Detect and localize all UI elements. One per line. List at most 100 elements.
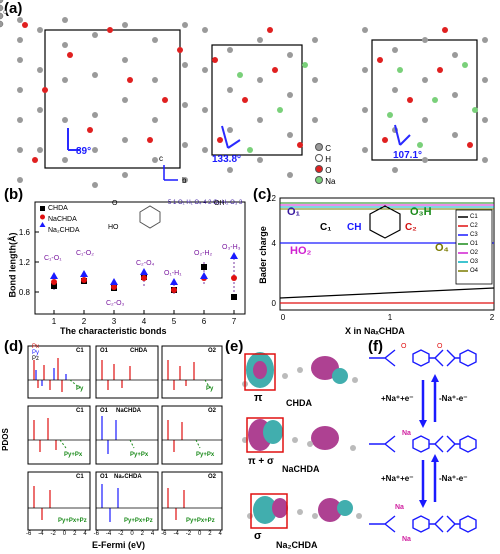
- bond-label-6: O₂-H₂: [194, 250, 213, 257]
- na-atom-3: Na: [402, 536, 411, 543]
- bond-label-2: C₁-O₂: [76, 250, 94, 257]
- svg-text:4: 4: [142, 317, 147, 326]
- svg-text:1: 1: [388, 313, 393, 322]
- legend-c: C: [325, 144, 332, 153]
- legend-o: O: [325, 166, 332, 175]
- legend-na2chda: Na₂CHDA: [48, 227, 80, 234]
- svg-text:2: 2: [490, 313, 495, 322]
- mol-o-label: O: [112, 200, 118, 207]
- chda-molecules: [17, 17, 188, 188]
- pdos-legend-pz: Pz: [32, 356, 40, 362]
- mol-oh-label: OH: [214, 200, 225, 207]
- pdos-r2-sample: NaCHDA: [116, 408, 142, 414]
- svg-text:O: O: [401, 343, 407, 350]
- pdos-r3-note1: Py+Px+Pz: [58, 518, 87, 524]
- unit-cell-chda: [44, 29, 181, 169]
- orbital-sigma: σ: [254, 530, 262, 542]
- unit-cell-nachda: [211, 44, 303, 156]
- pdos-r1-o1: O1: [100, 348, 109, 354]
- orbital-chda: CHDA: [286, 398, 312, 408]
- legend-chda: CHDA: [48, 205, 68, 212]
- pdos-grid: [27, 345, 223, 531]
- orbital-nachda: NaCHDA: [282, 464, 320, 474]
- pdos-legend-py: Py: [32, 350, 40, 356]
- panel-d-label: (d): [4, 338, 24, 355]
- bond-label-3: C₂-O₃: [106, 300, 125, 307]
- bader-legend: C1 C2 C3 O1 O2 O3 O4: [470, 213, 478, 276]
- pdos-r1-note3: Py: [206, 386, 214, 392]
- svg-text:1: 1: [52, 317, 57, 326]
- pdos-r2-note3: Py+Px: [196, 452, 215, 458]
- svg-text:7: 7: [232, 317, 237, 326]
- pdos-r2-o2: O2: [208, 408, 217, 414]
- na-atom-2: Na: [395, 504, 404, 511]
- mol-o1: O₁: [287, 206, 301, 218]
- arrow-add-na-2: +Na⁺+e⁻: [381, 474, 414, 483]
- pdos-r1-o2: O2: [208, 348, 217, 354]
- bader-legend-o3: O3: [470, 259, 479, 265]
- mol-ho2: HO₂: [290, 245, 312, 257]
- unit-cell-na2chda: [371, 39, 478, 161]
- pdos-legend: Px Py Pz: [32, 344, 39, 362]
- pdos-r1-note1: Py: [76, 386, 84, 392]
- svg-text:4: 4: [272, 239, 277, 248]
- pdos-r2-o1: O1: [100, 408, 109, 414]
- pdos-xlabel: E-Fermi (eV): [92, 540, 146, 550]
- na2chda-molecules: [362, 27, 488, 173]
- axis-b-label: b: [182, 176, 187, 185]
- svg-text:2: 2: [82, 317, 87, 326]
- mol-ho-label: HO: [108, 224, 119, 231]
- panel-f-label: (f): [368, 338, 383, 355]
- pdos-r3-o1: O1: [100, 474, 109, 480]
- arrow-add-na-1: +Na⁺+e⁻: [381, 394, 414, 403]
- pdos-r3-o2: O2: [208, 474, 217, 480]
- nachda-molecules: [202, 27, 318, 178]
- svg-text:0: 0: [272, 299, 277, 308]
- na-atom-1: Na: [402, 430, 411, 437]
- panel-a-label: (a): [4, 0, 23, 17]
- svg-text:12: 12: [267, 194, 276, 203]
- legend-nachda: NaCHDA: [48, 216, 77, 223]
- svg-text:0: 0: [281, 313, 286, 322]
- svg-text:0.8: 0.8: [19, 288, 31, 297]
- orbital-pi: π: [254, 392, 263, 404]
- pdos-r2-note1: Py+Px: [64, 452, 83, 458]
- bond-length-chart: 1.6 1.2 0.8 1 2 3 4 5 6 7: [19, 201, 246, 326]
- pdos-r2-c1: C1: [76, 408, 84, 414]
- bader-xlabel: X in NaₓCHDA: [345, 326, 405, 336]
- arrow-remove-na-2: -Na⁺-e⁻: [439, 474, 468, 483]
- svg-text:1.6: 1.6: [19, 228, 31, 237]
- pdos-r3-sample: Na₂CHDA: [114, 474, 142, 480]
- bond-chart-ylabel: Bond length(Å): [7, 232, 18, 298]
- bond-label-1: C₁-O₁: [44, 255, 62, 262]
- panel-e-label: (e): [225, 338, 244, 355]
- arrow-remove-na-1: -Na⁺-e⁻: [439, 394, 468, 403]
- legend-na: Na: [325, 177, 336, 186]
- pdos-r3-note2: Py+Px+Pz: [124, 518, 153, 524]
- orbital-figures: [242, 352, 362, 529]
- axis-c-label: c: [159, 154, 163, 163]
- pdos-r1-c1: C1: [76, 348, 84, 354]
- angle-nachda: 133.8°: [212, 154, 242, 165]
- pdos-r3-note3: Py+Px+Pz: [186, 518, 215, 524]
- pdos-ylabel: PDOS: [0, 428, 10, 451]
- mol-c1: C₁: [320, 222, 332, 233]
- bader-legend-c3: C3: [470, 232, 478, 238]
- bader-ylabel: Bader charge: [257, 226, 268, 284]
- legend-h: H: [325, 155, 332, 164]
- bader-legend-c2: C2: [470, 223, 478, 229]
- mol-o3h: O₃H: [410, 206, 432, 218]
- angle-chda: 89°: [76, 146, 92, 157]
- bond-label-7: O₃-H₃: [222, 244, 241, 251]
- pdos-r1-sample: CHDA: [130, 348, 148, 354]
- orbital-pi-sigma: π + σ: [248, 456, 274, 467]
- angle-na2chda: 107.1°: [393, 150, 423, 161]
- bader-legend-o2: O2: [470, 250, 479, 256]
- bond-label-4: C₂-O₄: [136, 260, 155, 267]
- svg-text:1.2: 1.2: [19, 258, 31, 267]
- orbital-na2chda: Na₂CHDA: [276, 540, 318, 550]
- pdos-legend-px: Px: [32, 344, 40, 350]
- mol-o4: O₄: [435, 242, 449, 254]
- bader-legend-c1: C1: [470, 214, 478, 220]
